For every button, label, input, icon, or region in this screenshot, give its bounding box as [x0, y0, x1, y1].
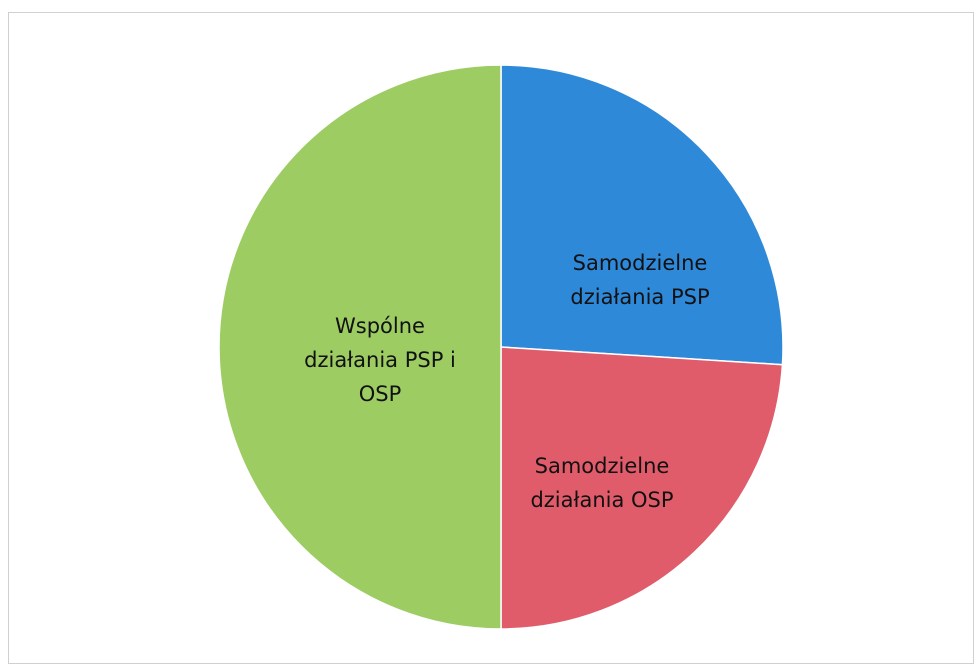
pie-slice [500, 346, 784, 630]
pie-slice [218, 64, 502, 630]
chart-frame [8, 12, 974, 664]
slice-label: Samodzielne działania PSP [570, 251, 710, 309]
pie-slice [500, 64, 784, 366]
slice-label: Samodzielne działania OSP [530, 454, 674, 512]
slice-label: Wspólne działania PSP i OSP [304, 314, 456, 406]
